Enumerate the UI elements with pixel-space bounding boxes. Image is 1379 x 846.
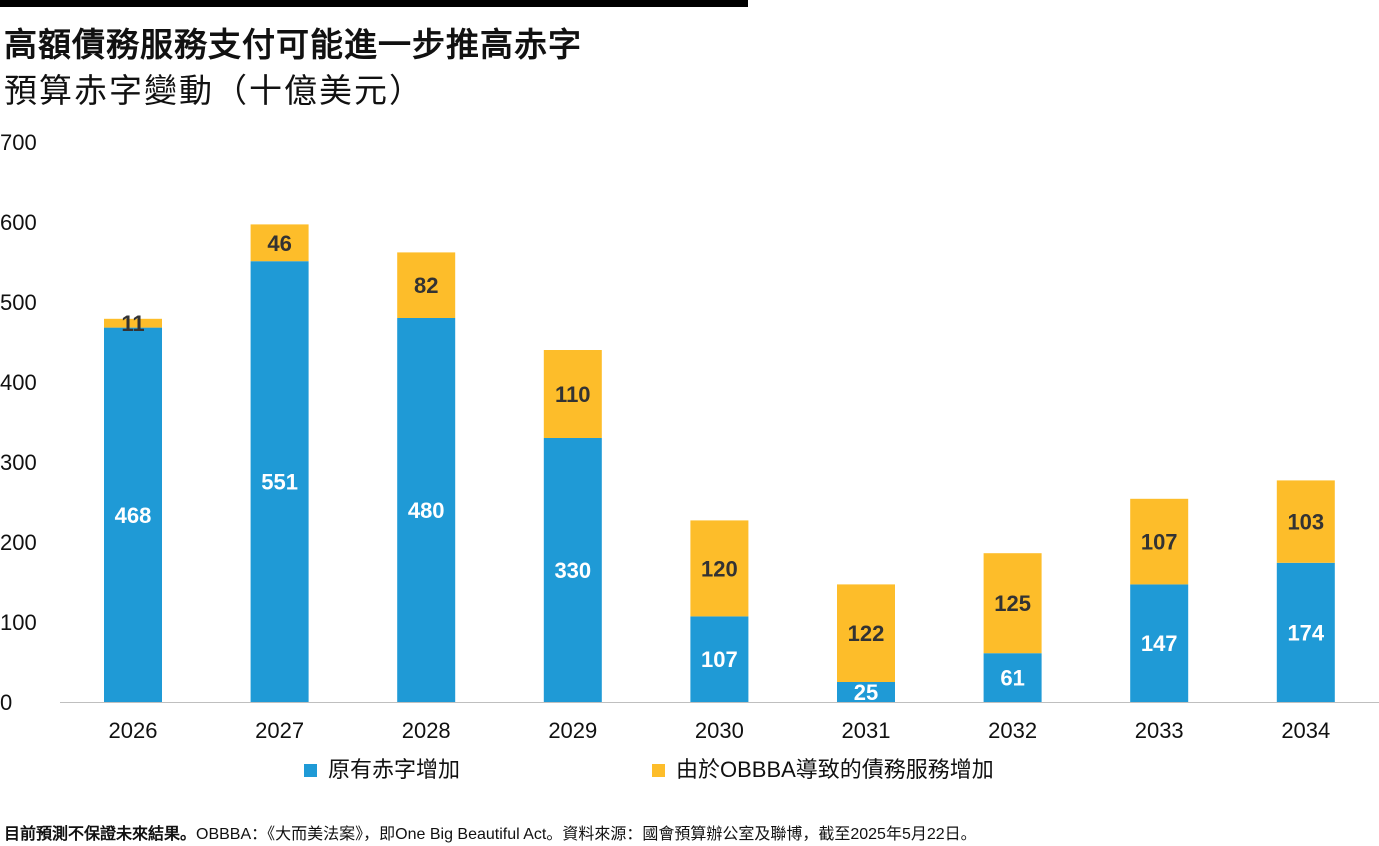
x-tick-label: 2028 [402,718,451,743]
y-tick-label: 200 [0,530,37,555]
chart-subtitle: 預算赤字變動（十億美元） [4,72,424,109]
y-tick-label: 700 [0,130,37,155]
legend-debt-service-swatch [652,764,665,777]
data-label-debt-service: 120 [701,556,738,581]
bar-debt-service [543,350,602,438]
data-label-debt-service: 125 [994,591,1031,616]
bar-original-deficit [104,327,162,702]
bar-debt-service [983,553,1042,654]
y-tick-label: 300 [0,450,37,475]
chart-title: 高額債務服務支付可能進一步推高赤字 [4,26,582,63]
data-label-debt-service: 110 [555,382,591,407]
bar-debt-service [1130,498,1189,585]
x-tick-label: 2031 [842,718,891,743]
footnote-disclaimer: 目前預測不保證未來結果。 [4,826,197,843]
data-label-debt-service: 122 [848,621,885,646]
data-label-debt-service: 46 [267,231,291,256]
bar-debt-service [397,252,456,318]
y-tick-label: 0 [0,690,12,715]
data-label-original: 330 [554,558,591,583]
x-tick-label: 2033 [1135,718,1184,743]
bar-debt-service [1276,480,1335,563]
bar-original-deficit [983,653,1042,702]
x-tick-label: 2026 [109,718,158,743]
x-tick-label: 2034 [1281,718,1330,743]
data-label-debt-service: 11 [121,311,144,336]
bar-original-deficit [397,318,456,702]
legend-debt-service-label: 由於OBBBA導致的債務服務增加 [676,757,994,782]
bar-debt-service [837,584,895,682]
y-tick-label: 600 [0,210,37,235]
y-tick-label: 400 [0,370,37,395]
data-label-original: 61 [1000,666,1024,691]
bar-original-deficit [837,682,895,702]
x-tick-label: 2029 [548,718,597,743]
bar-original-deficit [690,616,749,702]
bar-debt-service [250,224,309,262]
data-label-original: 480 [408,498,445,523]
x-tick-label: 2027 [255,718,304,743]
data-label-original: 468 [115,503,152,528]
stacked-bar-chart: 0 100 200 300 400 500 600 700 468 11 2026 551 46 2027… [0,130,1379,782]
legend-original-deficit-swatch [304,764,317,777]
data-label-debt-service: 107 [1141,530,1178,555]
data-label-original: 174 [1287,620,1324,645]
bar-original-deficit [250,261,309,702]
data-label-original: 147 [1141,631,1178,656]
x-tick-label: 2032 [988,718,1037,743]
bar-original-deficit [1276,562,1335,702]
bar-debt-service [690,520,749,617]
top-rule [0,0,748,7]
data-label-debt-service: 103 [1287,510,1324,535]
y-tick-label: 100 [0,610,37,635]
data-label-original: 25 [854,680,878,705]
bar-original-deficit [1130,584,1189,702]
x-tick-label: 2030 [695,718,744,743]
data-label-original: 107 [701,647,738,672]
legend-original-deficit-label: 原有赤字增加 [328,757,460,782]
footnote-source: OBBBA：《大而美法案》，即One Big Beautiful Act。資料來… [196,826,977,843]
footnote: 目前預測不保證未來結果。OBBBA：《大而美法案》，即One Big Beaut… [4,820,977,844]
data-label-debt-service: 82 [414,273,438,298]
data-label-original: 551 [261,470,298,495]
bar-original-deficit [543,438,602,702]
bar-debt-service [104,318,162,328]
y-tick-label: 500 [0,290,37,315]
